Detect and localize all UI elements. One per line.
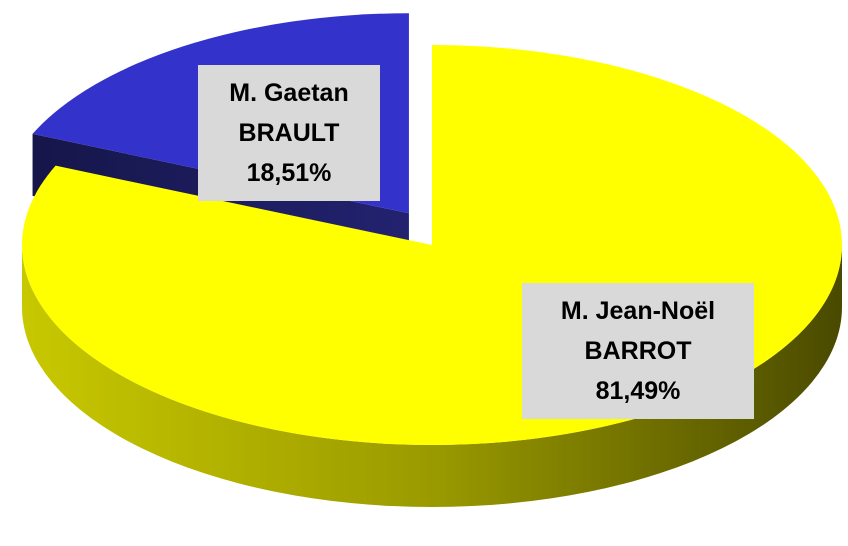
value-label: 81,49% [595,377,681,405]
slice-side [22,245,842,507]
category-label: M. Jean-Noël BARROT [560,297,716,365]
data-label: M. Gaetan BRAULT 18,51% [198,65,380,201]
category-label: M. Gaetan BRAULT [229,79,349,147]
data-label: M. Jean-Noël BARROT 81,49% [522,283,754,419]
value-label: 18,51% [246,159,332,187]
